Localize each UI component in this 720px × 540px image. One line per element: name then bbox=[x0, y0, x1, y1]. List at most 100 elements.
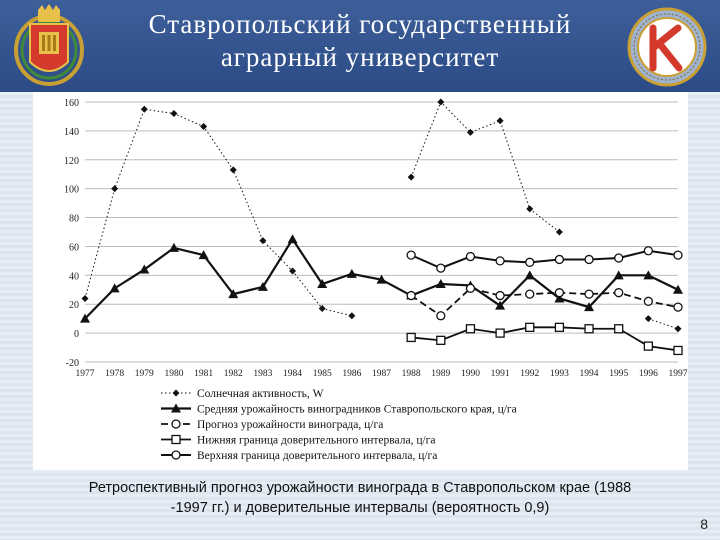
data-point-series-2 bbox=[524, 270, 535, 280]
data-point-series-5 bbox=[614, 253, 624, 263]
data-point-series-2 bbox=[643, 270, 654, 280]
data-point-series-3 bbox=[495, 290, 505, 301]
y-tick-label: 100 bbox=[64, 185, 79, 196]
data-point-series-5 bbox=[465, 251, 476, 262]
data-point-series-4 bbox=[436, 335, 446, 345]
data-point-series-3 bbox=[673, 302, 683, 312]
legend-label-2: Средняя урожайность виноградников Ставро… bbox=[197, 404, 517, 416]
data-point-series-1 bbox=[555, 228, 563, 236]
data-point-series-4 bbox=[584, 324, 594, 334]
x-tick-label: 1997 bbox=[669, 369, 688, 379]
legend-label-5: Верхняя граница доверительного интервала… bbox=[197, 450, 437, 462]
data-point-series-3 bbox=[465, 283, 476, 293]
data-point-series-1 bbox=[200, 123, 208, 131]
x-tick-label: 1989 bbox=[431, 369, 450, 379]
x-tick-label: 1982 bbox=[224, 369, 243, 379]
data-point-series-2 bbox=[168, 242, 179, 252]
data-point-series-2 bbox=[613, 270, 624, 280]
legend-label-4: Нижняя граница доверительного интервала,… bbox=[197, 435, 436, 447]
x-tick-label: 1992 bbox=[520, 369, 539, 379]
data-point-series-2 bbox=[346, 268, 357, 278]
legend-marker-2 bbox=[171, 403, 181, 413]
legend-marker-3 bbox=[171, 419, 181, 429]
page-number: 8 bbox=[700, 516, 708, 532]
series-line-4 bbox=[411, 326, 679, 352]
data-point-series-3 bbox=[525, 289, 535, 299]
data-point-series-5 bbox=[406, 250, 416, 260]
x-tick-label: 1980 bbox=[164, 369, 183, 379]
x-tick-label: 1986 bbox=[342, 369, 361, 379]
data-point-series-1 bbox=[318, 305, 326, 313]
data-point-series-1 bbox=[466, 128, 474, 136]
data-point-series-1 bbox=[229, 166, 237, 174]
y-tick-label: -20 bbox=[66, 358, 79, 369]
data-point-series-4 bbox=[465, 324, 476, 334]
header-bar: Ставропольский государственный аграрный … bbox=[0, 0, 720, 92]
data-point-series-2 bbox=[287, 234, 298, 244]
data-point-series-1 bbox=[437, 98, 445, 106]
y-tick-label: 40 bbox=[69, 271, 79, 282]
data-point-series-3 bbox=[614, 288, 624, 298]
data-point-series-5 bbox=[436, 263, 446, 273]
data-point-series-2 bbox=[495, 300, 506, 310]
data-point-series-2 bbox=[376, 274, 387, 284]
legend-label-3: Прогноз урожайности винограда, ц/га bbox=[197, 419, 383, 431]
chart-caption: Ретроспективный прогноз урожайности вино… bbox=[20, 478, 700, 518]
data-point-series-4 bbox=[614, 324, 624, 334]
data-point-series-2 bbox=[139, 264, 150, 274]
data-point-series-4 bbox=[643, 341, 653, 351]
x-tick-label: 1990 bbox=[461, 369, 480, 379]
series-line-1 bbox=[410, 101, 560, 233]
legend-marker-1 bbox=[172, 389, 180, 397]
data-point-series-2 bbox=[673, 284, 683, 294]
page-title: Ставропольский государственный аграрный … bbox=[95, 8, 625, 74]
x-tick-label: 1984 bbox=[283, 369, 302, 379]
x-tick-label: 1993 bbox=[550, 369, 569, 379]
series-line-3 bbox=[410, 287, 679, 317]
data-point-series-3 bbox=[643, 296, 653, 306]
data-point-series-4 bbox=[525, 322, 535, 332]
legend-marker-4 bbox=[171, 434, 181, 445]
x-tick-label: 1991 bbox=[491, 369, 510, 379]
data-point-series-5 bbox=[643, 246, 653, 256]
series-line-5 bbox=[410, 249, 679, 270]
x-tick-label: 1985 bbox=[313, 369, 332, 379]
y-tick-label: 120 bbox=[64, 156, 79, 167]
data-point-series-2 bbox=[198, 250, 209, 260]
data-point-series-1 bbox=[170, 110, 178, 118]
data-point-series-1 bbox=[289, 267, 297, 275]
data-point-series-1 bbox=[526, 205, 534, 213]
data-point-series-2 bbox=[317, 279, 328, 288]
data-point-series-2 bbox=[228, 289, 239, 299]
data-point-series-2 bbox=[554, 293, 565, 303]
series-line-1 bbox=[84, 108, 352, 317]
x-tick-label: 1988 bbox=[402, 369, 421, 379]
y-tick-label: 60 bbox=[69, 242, 79, 253]
y-tick-label: 20 bbox=[69, 300, 79, 311]
x-tick-label: 1977 bbox=[76, 369, 95, 379]
series-line-1 bbox=[648, 318, 679, 330]
x-tick-label: 1979 bbox=[135, 369, 154, 379]
data-point-series-3 bbox=[406, 290, 416, 301]
university-emblem-icon bbox=[627, 7, 707, 87]
data-point-series-1 bbox=[407, 173, 415, 181]
data-point-series-1 bbox=[111, 185, 119, 193]
data-point-series-4 bbox=[673, 345, 683, 356]
y-tick-label: 160 bbox=[64, 98, 79, 109]
data-point-series-5 bbox=[584, 254, 594, 265]
y-tick-label: 0 bbox=[74, 329, 79, 340]
data-point-series-4 bbox=[495, 328, 505, 338]
data-point-series-2 bbox=[435, 279, 446, 288]
x-tick-label: 1996 bbox=[639, 369, 658, 379]
x-tick-label: 1995 bbox=[609, 369, 628, 379]
data-point-series-3 bbox=[436, 311, 446, 321]
data-point-series-1 bbox=[644, 315, 652, 323]
x-tick-label: 1981 bbox=[194, 369, 213, 379]
data-point-series-2 bbox=[80, 313, 90, 323]
x-tick-label: 1983 bbox=[253, 369, 272, 379]
data-point-series-1 bbox=[81, 294, 89, 302]
data-point-series-1 bbox=[496, 117, 504, 125]
x-tick-label: 1987 bbox=[372, 369, 391, 379]
data-point-series-2 bbox=[584, 302, 595, 312]
data-point-series-4 bbox=[406, 332, 416, 343]
